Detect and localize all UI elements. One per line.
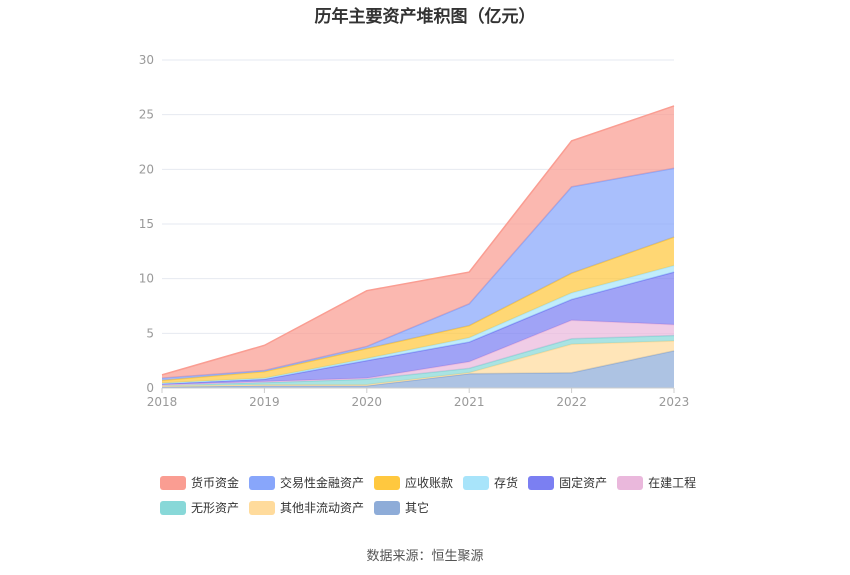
y-tick-label: 5 [146,326,154,340]
chart-legend: 货币资金 交易性金融资产 应收账款 存货 固定资产 在建工程 无形资产 [160,470,720,520]
series-line [161,105,675,376]
legend-row-1: 货币资金 交易性金融资产 应收账款 存货 固定资产 在建工程 [160,470,720,495]
legend-item[interactable]: 在建工程 [617,474,696,491]
legend-label: 固定资产 [559,476,608,490]
area-series [162,168,674,381]
area-series [162,340,674,387]
legend-item[interactable]: 交易性金融资产 [249,474,364,491]
area-series [162,272,674,385]
legend-label: 交易性金融资产 [280,476,365,490]
legend-item[interactable]: 应收账款 [374,474,453,491]
x-tick-label: 2020 [352,395,383,409]
legend-label: 无形资产 [191,501,240,515]
legend-swatch [528,475,555,490]
legend-label: 在建工程 [648,476,697,490]
x-tick-label: 2022 [556,395,587,409]
legend-swatch [374,500,401,515]
area-series [162,335,674,386]
x-tick-label: 2019 [249,395,280,409]
legend-item[interactable]: 其它 [374,499,429,516]
series-line [161,264,675,384]
legend-label: 货币资金 [191,476,240,490]
legend-row-2: 无形资产 其他非流动资产 其它 [160,495,720,520]
legend-label: 其他非流动资产 [280,501,365,515]
data-source-note: 数据来源：恒生聚源 [366,549,484,564]
legend-swatch [160,500,186,515]
legend-swatch [374,475,401,490]
y-tick-label: 15 [139,217,154,231]
legend-label: 其它 [405,501,430,515]
stacked-area-chart: 0 5 10 15 20 25 30 2018 2019 2020 2021 2022 2023 [139,53,690,409]
legend-swatch [249,500,276,515]
legend-item[interactable]: 固定资产 [528,474,607,491]
area-series [162,320,674,385]
x-tick-label: 2021 [454,395,485,409]
legend-swatch [160,475,186,490]
y-tick-label: 10 [139,272,154,286]
legend-item[interactable]: 其他非流动资产 [249,499,364,516]
legend-swatch [249,475,276,490]
legend-swatch [617,475,644,490]
x-tick-label: 2023 [659,395,690,409]
y-tick-label: 0 [146,381,154,395]
legend-swatch [463,475,490,490]
legend-item[interactable]: 存货 [463,474,518,491]
legend-item[interactable]: 货币资金 [160,474,239,491]
legend-label: 应收账款 [405,476,454,490]
area-series [162,350,674,388]
y-tick-label: 20 [139,162,154,176]
legend-item[interactable]: 无形资产 [160,499,239,516]
x-tick-label: 2018 [147,395,178,409]
y-tick-label: 30 [139,53,154,67]
legend-label: 存货 [494,476,519,490]
y-tick-label: 25 [139,108,154,122]
chart-title: 历年主要资产堆积图（亿元） [314,7,536,27]
